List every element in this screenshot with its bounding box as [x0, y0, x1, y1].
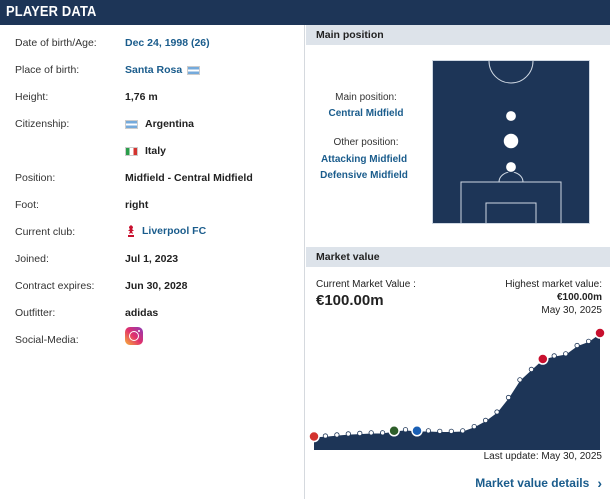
- other-position-value-2: Defensive Midfield: [320, 170, 408, 181]
- market-value-point[interactable]: [551, 353, 557, 359]
- market-value-title: Market value: [316, 251, 380, 263]
- market-value-details-link[interactable]: Market value details ›: [475, 475, 602, 491]
- birthplace-label: Place of birth:: [15, 64, 80, 76]
- market-value-point[interactable]: [380, 430, 386, 436]
- player-info-panel: Date of birth/Age: Dec 24, 1998 (26) Pla…: [0, 25, 305, 499]
- citizenship-value-1: Argentina: [125, 118, 194, 130]
- market-value-point[interactable]: [345, 431, 351, 437]
- main-position-header: Main position: [306, 25, 610, 45]
- outfitter-value: adidas: [125, 307, 159, 319]
- market-value-header: Market value: [306, 247, 610, 267]
- chevron-right-icon: ›: [597, 475, 602, 491]
- market-value-point[interactable]: [460, 428, 466, 434]
- central-midfield-marker: [502, 132, 520, 150]
- market-value-point[interactable]: [437, 428, 443, 434]
- main-position-label: Main position:: [335, 92, 397, 103]
- market-value-point[interactable]: [505, 394, 512, 401]
- foot-value: right: [125, 199, 149, 211]
- club-value[interactable]: Liverpool FC: [125, 224, 206, 238]
- last-update: Last update: May 30, 2025: [483, 451, 602, 462]
- highest-market-value-date: May 30, 2025: [541, 305, 602, 316]
- other-position-label: Other position:: [333, 137, 399, 148]
- main-position-title: Main position: [316, 29, 384, 41]
- other-position-value-1: Attacking Midfield: [320, 154, 408, 165]
- pitch-lines: [432, 60, 590, 225]
- market-value-point[interactable]: [528, 366, 534, 373]
- market-value-point[interactable]: [483, 417, 489, 424]
- club-crest-marker-start[interactable]: [308, 430, 320, 443]
- right-panel: Main position Main position: Central Mid…: [306, 25, 610, 499]
- market-value-point[interactable]: [585, 338, 592, 344]
- defensive-midfield-marker: [504, 160, 518, 174]
- social-media-value: [125, 327, 143, 345]
- height-label: Height:: [15, 91, 49, 103]
- market-value-area: [314, 333, 600, 450]
- citizenship-label: Citizenship:: [15, 118, 70, 130]
- dob-label: Date of birth/Age:: [15, 37, 97, 49]
- liverpool-crest-icon: [128, 225, 134, 237]
- main-position-value: Central Midfield: [328, 108, 404, 119]
- pitch-diagram: [432, 60, 590, 225]
- player-data-header: PLAYER DATA: [0, 0, 610, 25]
- club-label: Current club:: [15, 226, 76, 238]
- position-label: Position:: [15, 172, 56, 184]
- citizenship-value-2: Italy: [125, 145, 166, 157]
- current-market-value: €100.00m: [316, 292, 384, 309]
- club-crest-marker-end[interactable]: [594, 327, 606, 339]
- market-value-point[interactable]: [322, 433, 328, 439]
- foot-label: Foot:: [15, 199, 39, 211]
- dob-value[interactable]: Dec 24, 1998 (26): [125, 37, 210, 49]
- height-value: 1,76 m: [125, 91, 158, 103]
- market-value-point[interactable]: [448, 428, 454, 434]
- header-title: PLAYER DATA: [6, 3, 97, 20]
- market-value-point[interactable]: [402, 427, 409, 433]
- current-market-value-label: Current Market Value :: [316, 279, 416, 290]
- instagram-icon[interactable]: [125, 327, 143, 345]
- market-value-point[interactable]: [574, 342, 580, 349]
- club-crest-marker-4[interactable]: [537, 353, 549, 365]
- italy-flag-icon: [125, 146, 138, 156]
- market-value-point[interactable]: [471, 424, 477, 430]
- joined-label: Joined:: [15, 253, 49, 265]
- contract-label: Contract expires:: [15, 280, 95, 292]
- market-value-point[interactable]: [368, 430, 374, 436]
- birthplace-value[interactable]: Santa Rosa: [125, 64, 201, 76]
- joined-value: Jul 1, 2023: [125, 253, 179, 265]
- club-crest-marker-3[interactable]: [411, 425, 423, 437]
- market-value-point[interactable]: [425, 428, 432, 434]
- argentina-flag-icon: [187, 65, 201, 75]
- market-value-point[interactable]: [517, 377, 523, 383]
- market-value-point[interactable]: [334, 432, 340, 438]
- market-value-point[interactable]: [563, 351, 569, 357]
- highest-market-value-label: Highest market value:: [505, 279, 602, 290]
- attacking-midfield-marker: [504, 109, 518, 123]
- market-value-chart[interactable]: [306, 325, 610, 450]
- outfitter-label: Outfitter:: [15, 307, 56, 319]
- club-crest-marker-2[interactable]: [388, 425, 400, 437]
- social-media-label: Social-Media:: [15, 334, 79, 346]
- contract-value: Jun 30, 2028: [125, 280, 188, 292]
- market-value-point[interactable]: [494, 409, 500, 415]
- position-value: Midfield - Central Midfield: [125, 172, 253, 184]
- argentina-flag-icon: [125, 119, 138, 129]
- market-value-point[interactable]: [357, 430, 363, 437]
- highest-market-value: €100.00m: [556, 292, 602, 303]
